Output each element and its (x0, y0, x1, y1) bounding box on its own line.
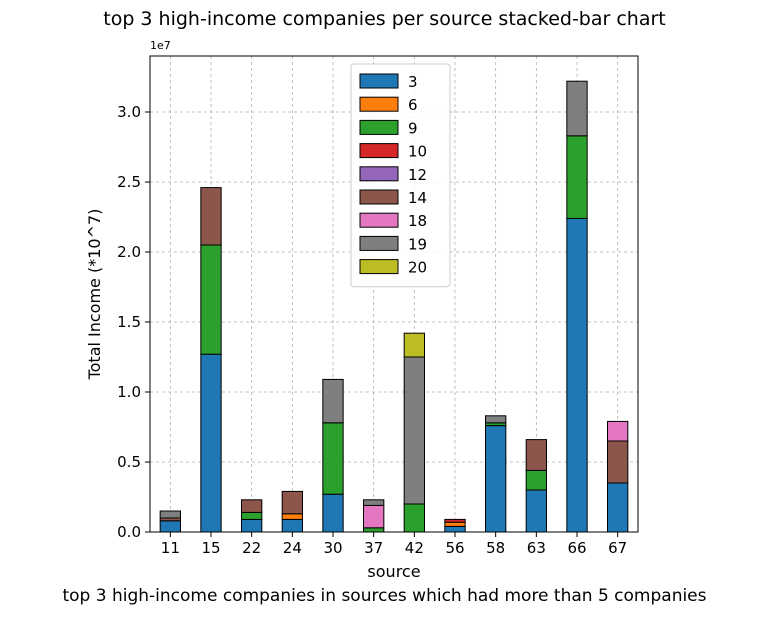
bar-segment (607, 420, 629, 442)
bar-segment (607, 482, 629, 533)
bar-segment (485, 415, 507, 424)
legend-label: 18 (408, 212, 427, 230)
bar-segment (566, 135, 588, 219)
x-tick-label: 37 (364, 539, 383, 557)
bar-segment (281, 513, 303, 520)
legend-swatch (359, 166, 399, 182)
y-tick-label: 3.0 (117, 103, 141, 121)
legend-label: 19 (408, 235, 427, 253)
bar-segment (322, 378, 344, 424)
y-axis-label: Total Income (*10^7) (85, 209, 104, 381)
y-tick-label: 1.0 (117, 383, 141, 401)
y-axis: 0.0 0.5 1.0 1.5 2.0 2.5 3.0 (117, 103, 150, 541)
legend-label: 9 (408, 119, 418, 137)
bar-segment (363, 504, 385, 529)
x-tick-label: 66 (567, 539, 586, 557)
legend-swatch (359, 235, 399, 251)
bar-segment (241, 499, 263, 513)
bars (159, 80, 629, 533)
x-tick-label: 30 (323, 539, 342, 557)
legend-swatch (359, 96, 399, 112)
x-tick-label: 22 (242, 539, 261, 557)
bar-segment (403, 503, 425, 533)
bar-segment (525, 489, 548, 533)
legend-box (350, 63, 451, 288)
bar-segment (200, 244, 222, 355)
y-tick-label: 0.0 (117, 523, 141, 541)
bar-segment (281, 490, 303, 515)
bar-segment (566, 80, 588, 137)
x-tick-label: 11 (161, 539, 180, 557)
y-tick-label: 2.5 (117, 173, 141, 191)
axes-frame (149, 55, 639, 533)
x-tick-label: 56 (445, 539, 464, 557)
x-axis: 11 15 22 24 30 37 42 56 58 63 66 67 (161, 532, 627, 557)
legend-swatch (359, 143, 399, 159)
bar-segment (485, 425, 507, 533)
bar-segment (566, 217, 588, 533)
bar-segment (200, 353, 222, 533)
y-tick-label: 0.5 (117, 453, 141, 471)
bar-segment (363, 527, 385, 533)
bar-segment (403, 356, 425, 505)
bar-segment (241, 511, 263, 520)
scale-label: 1e7 (150, 39, 171, 52)
legend-label: 20 (408, 259, 427, 277)
legend-swatch (359, 212, 399, 228)
bar-segment (322, 422, 344, 495)
x-tick-label: 67 (608, 539, 627, 557)
bar-segment (525, 469, 548, 491)
legend-swatch (359, 119, 399, 135)
bar-segment (444, 521, 466, 527)
bar-segment (281, 518, 303, 533)
legend-swatch (359, 189, 399, 205)
chart-caption: top 3 high-income companies in sources w… (62, 586, 707, 606)
bar-segment (444, 525, 466, 533)
bar-segment (363, 499, 385, 506)
legend-label: 3 (408, 73, 418, 91)
bar-segment (241, 518, 263, 533)
x-tick-label: 63 (527, 539, 546, 557)
y-tick-label: 1.5 (117, 313, 141, 331)
x-tick-label: 24 (283, 539, 302, 557)
bar-segment (159, 510, 182, 519)
bar-segment (159, 520, 182, 533)
bar-segment (607, 440, 629, 484)
legend-label: 14 (408, 189, 427, 207)
legend-label: 10 (408, 143, 427, 161)
x-tick-label: 15 (201, 539, 220, 557)
y-tick-label: 2.0 (117, 243, 141, 261)
x-tick-label: 58 (486, 539, 505, 557)
x-axis-label: source (367, 562, 420, 581)
bar-segment (322, 493, 344, 533)
bar-segment (403, 332, 425, 358)
chart-title: top 3 high-income companies per source s… (103, 8, 666, 30)
legend-swatch (359, 73, 399, 89)
legend: 3 6 9 10 12 14 18 19 20 (350, 63, 451, 288)
bar-segment (525, 439, 548, 471)
bar-segment (444, 518, 466, 523)
x-tick-label: 42 (405, 539, 424, 557)
legend-label: 6 (408, 96, 418, 114)
legend-label: 12 (408, 166, 427, 184)
bar-segment (200, 187, 222, 246)
legend-swatch (359, 259, 399, 275)
